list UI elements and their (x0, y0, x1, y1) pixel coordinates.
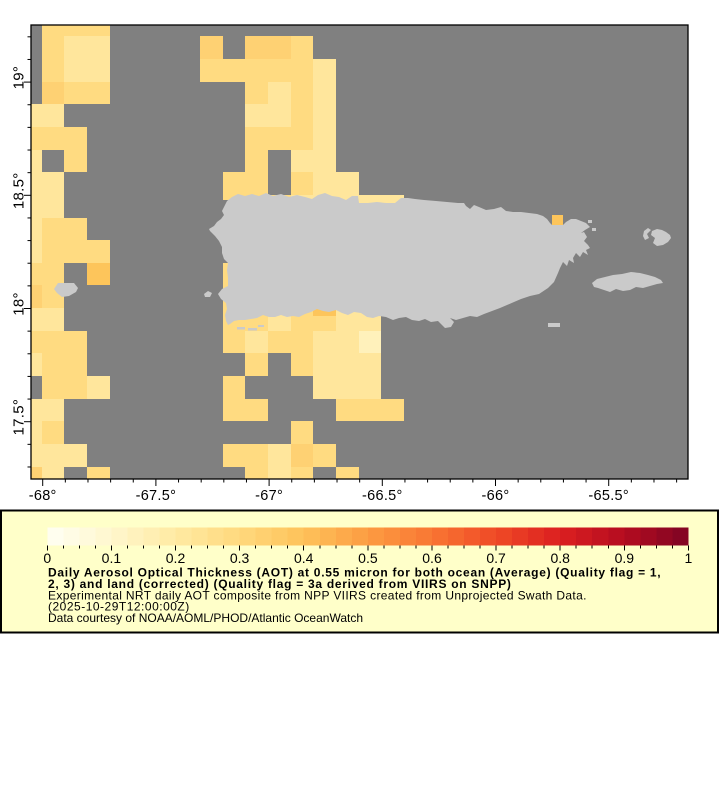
svg-text:Experimental NRT daily AOT com: Experimental NRT daily AOT composite fro… (48, 589, 587, 603)
svg-text:17.5°: 17.5° (11, 399, 28, 436)
svg-text:0.1: 0.1 (102, 550, 122, 566)
svg-text:(2025-10-29T12:00:00Z): (2025-10-29T12:00:00Z) (48, 600, 190, 614)
svg-text:18.5°: 18.5° (11, 172, 28, 209)
svg-text:0.5: 0.5 (358, 550, 378, 566)
svg-text:-67°: -67° (255, 488, 283, 504)
svg-text:0.2: 0.2 (166, 550, 186, 566)
svg-text:2, 3) and land (corrected) (Qu: 2, 3) and land (corrected) (Quality flag… (48, 577, 512, 591)
svg-text:18°: 18° (11, 292, 28, 316)
svg-text:0.8: 0.8 (550, 550, 570, 566)
svg-text:0: 0 (43, 550, 51, 566)
svg-text:-66°: -66° (482, 488, 510, 504)
svg-text:-67.5°: -67.5° (136, 488, 177, 504)
svg-text:0.9: 0.9 (615, 550, 635, 566)
svg-text:Data courtesy of NOAA/AOML/PHO: Data courtesy of NOAA/AOML/PHOD/Atlantic… (48, 611, 363, 625)
svg-text:0.6: 0.6 (422, 550, 442, 566)
svg-text:-66.5°: -66.5° (362, 488, 403, 504)
svg-text:1: 1 (685, 550, 693, 566)
svg-text:0.4: 0.4 (294, 550, 314, 566)
svg-text:-68°: -68° (29, 488, 57, 504)
svg-text:Daily Aerosol Optical Thicknes: Daily Aerosol Optical Thickness (AOT) at… (48, 566, 661, 580)
svg-text:0.7: 0.7 (486, 550, 506, 566)
svg-text:19°: 19° (11, 66, 28, 90)
svg-text:0.3: 0.3 (230, 550, 250, 566)
svg-text:-65.5°: -65.5° (588, 488, 629, 504)
